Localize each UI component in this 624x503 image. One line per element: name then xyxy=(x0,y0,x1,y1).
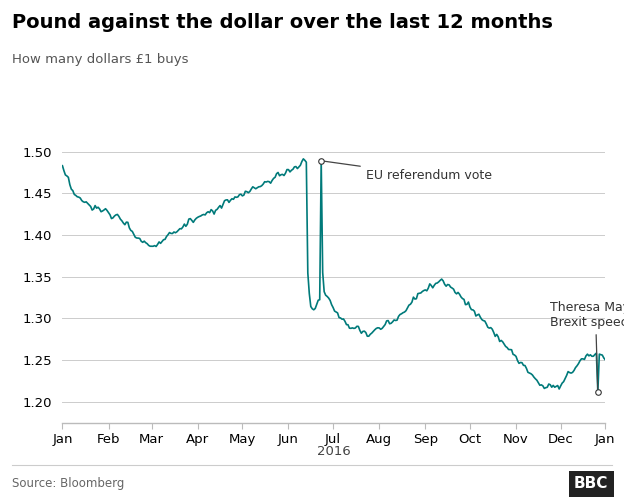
Text: Pound against the dollar over the last 12 months: Pound against the dollar over the last 1… xyxy=(12,13,553,32)
Text: EU referendum vote: EU referendum vote xyxy=(324,161,492,182)
Text: BBC: BBC xyxy=(574,476,608,491)
Text: Theresa May’s
Brexit speech: Theresa May’s Brexit speech xyxy=(550,301,624,389)
Text: Source: Bloomberg: Source: Bloomberg xyxy=(12,477,125,490)
Text: 2016: 2016 xyxy=(317,445,351,458)
Text: How many dollars £1 buys: How many dollars £1 buys xyxy=(12,53,189,66)
